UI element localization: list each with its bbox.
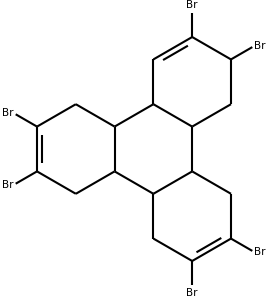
Text: Br: Br	[2, 108, 14, 118]
Text: Br: Br	[2, 180, 14, 190]
Text: Br: Br	[254, 247, 266, 257]
Text: Br: Br	[254, 41, 266, 51]
Text: Br: Br	[187, 288, 198, 298]
Text: Br: Br	[187, 0, 198, 10]
